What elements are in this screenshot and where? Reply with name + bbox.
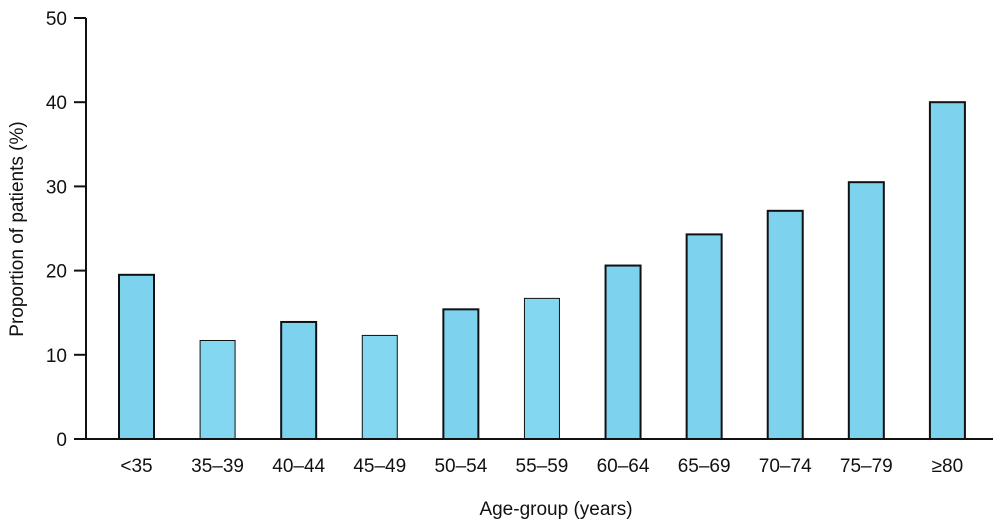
- bar: [604, 264, 642, 440]
- y-tick-label: 40: [46, 93, 67, 114]
- x-tick-label: <35: [120, 456, 152, 477]
- x-tick-label: 75–79: [840, 456, 893, 477]
- bar: [361, 334, 398, 440]
- x-tick-label: 40–44: [272, 456, 325, 477]
- y-axis-title: Proportion of patients (%): [7, 121, 28, 336]
- bar: [766, 209, 804, 440]
- x-tick-label: 45–49: [353, 456, 406, 477]
- x-tick-label: 65–69: [678, 456, 731, 477]
- x-tick-label: 50–54: [434, 456, 487, 477]
- x-axis-title: Age-group (years): [479, 499, 632, 520]
- y-tick-label: 0: [56, 430, 67, 451]
- bar: [442, 308, 480, 440]
- x-tick-label: 70–74: [759, 456, 812, 477]
- y-tick-label: 20: [46, 262, 67, 283]
- bars-group: [118, 101, 966, 441]
- x-tick-label: 35–39: [191, 456, 244, 477]
- x-tick-label: 55–59: [516, 456, 569, 477]
- y-tick-label: 50: [46, 9, 67, 30]
- bar: [199, 339, 236, 440]
- axes-group: [85, 18, 993, 440]
- y-tick-label: 30: [46, 177, 67, 198]
- y-ticks-group: 0 10 20 30 40 50: [46, 9, 86, 451]
- bar: [928, 101, 966, 440]
- bar: [685, 233, 723, 440]
- y-tick-label: 10: [46, 346, 67, 367]
- bar: [523, 297, 560, 440]
- bar: [847, 181, 885, 440]
- x-tick-label: 60–64: [597, 456, 650, 477]
- x-tick-label: ≥80: [932, 456, 964, 477]
- x-tick-labels-group: <35 35–39 40–44 45–49 50–54 55–59 60–64 65–69 70…: [120, 456, 963, 477]
- bar: [118, 273, 155, 440]
- bar: [280, 320, 318, 441]
